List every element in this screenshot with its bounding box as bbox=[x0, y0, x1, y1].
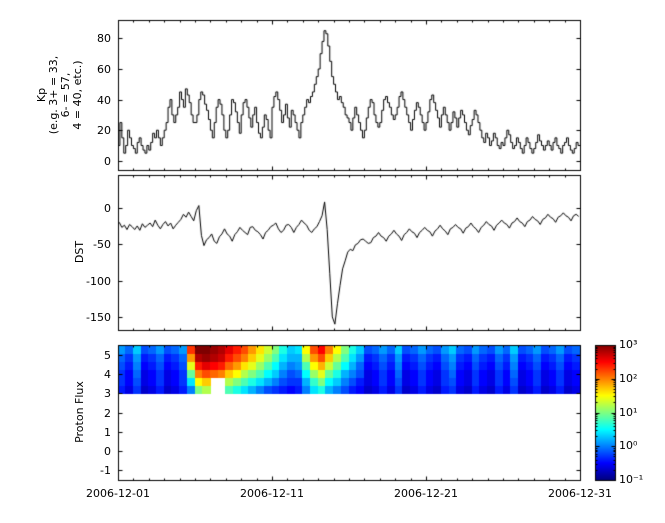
kp-ytick-label-0: 0 bbox=[104, 155, 111, 168]
x-tick-label-0: 2006-12-01 bbox=[86, 487, 150, 500]
proton-flux-axis-label: Proton Flux bbox=[73, 381, 86, 443]
x-tick-label-3: 2006-12-31 bbox=[548, 487, 612, 500]
proton_flux-ytick-label-5: 4 bbox=[104, 368, 111, 381]
colorbar-tick-label-2: 10¹ bbox=[619, 406, 638, 419]
kp-axis-label-line: 4 = 40, etc.) bbox=[71, 60, 84, 130]
proton_flux-ytick-label-1: 0 bbox=[104, 445, 111, 458]
kp-ytick-label-2: 40 bbox=[97, 94, 111, 107]
colorbar-tick-label-4: 10⁻¹ bbox=[619, 473, 644, 486]
proton_flux-ytick-label-3: 2 bbox=[104, 407, 111, 420]
x-tick-label-2: 2006-12-21 bbox=[394, 487, 458, 500]
proton_flux-ytick-label-4: 3 bbox=[104, 387, 111, 400]
colorbar-tick-label-3: 10⁰ bbox=[619, 439, 638, 452]
dst-ytick-label-2: -100 bbox=[86, 275, 111, 288]
proton_flux-ytick-label-2: 1 bbox=[104, 426, 111, 439]
kp-ytick-label-3: 60 bbox=[97, 63, 111, 76]
kp-axis-label: Kp (e.g. 3+ = 33, 6- = 57, 4 = 40, etc.) bbox=[35, 56, 84, 134]
dst-ytick-label-0: 0 bbox=[104, 202, 111, 215]
kp-ytick-label-4: 80 bbox=[97, 32, 111, 45]
proton_flux-ytick-label-6: 5 bbox=[104, 349, 111, 362]
proton_flux-ytick-label-0: -1 bbox=[100, 464, 111, 477]
dst-ytick-label-1: -50 bbox=[93, 238, 111, 251]
dst-ytick-label-3: -150 bbox=[86, 311, 111, 324]
dst-axis-label: DST bbox=[73, 240, 86, 264]
kp-ytick-label-1: 20 bbox=[97, 124, 111, 137]
x-tick-label-1: 2006-12-11 bbox=[240, 487, 304, 500]
colorbar-tick-label-1: 10² bbox=[619, 372, 638, 385]
colorbar-tick-label-0: 10³ bbox=[619, 338, 638, 351]
